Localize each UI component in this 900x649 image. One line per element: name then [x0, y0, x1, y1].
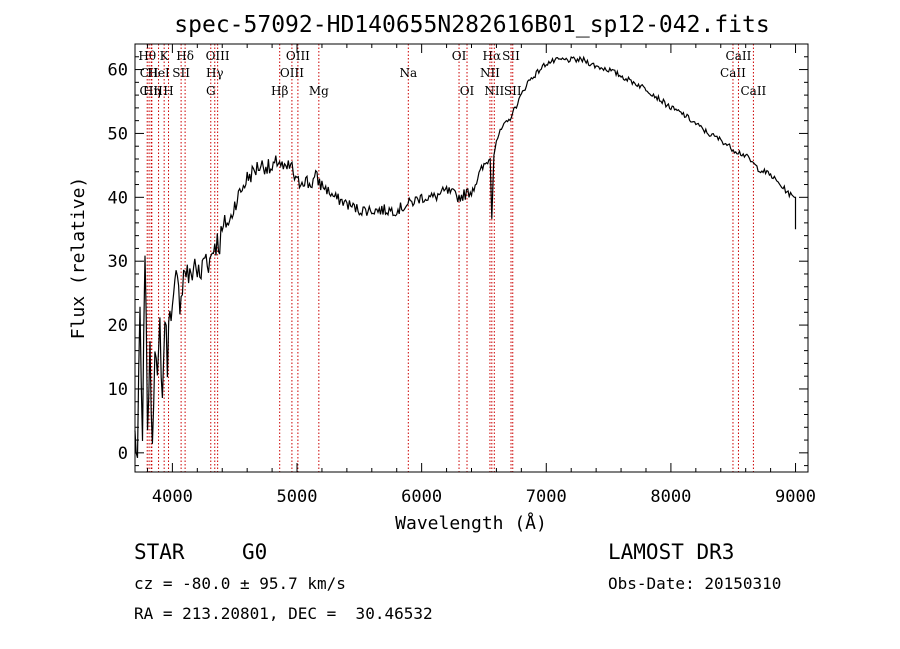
x-tick-label: 4000 — [152, 487, 193, 507]
observation-date: Obs-Date: 20150310 — [608, 574, 782, 593]
line-marker-label: SII — [502, 49, 520, 63]
line-marker-label: NII — [484, 84, 504, 98]
line-marker-label: SII — [504, 84, 522, 98]
line-marker-label: Na — [399, 66, 417, 80]
y-tick-label: 0 — [118, 444, 128, 464]
redshift-velocity: cz = -80.0 ± 95.7 km/s — [134, 574, 346, 593]
y-tick-label: 20 — [108, 316, 128, 336]
line-marker-label: CaII — [720, 66, 746, 80]
line-marker-label: H — [163, 84, 173, 98]
line-marker-label: Hθ — [138, 49, 156, 63]
line-marker-label: CII — [140, 66, 159, 80]
line-marker-label: CaII — [726, 49, 752, 63]
line-marker-label: Mg — [309, 84, 329, 98]
line-marker-label: Hα — [483, 49, 502, 63]
x-tick-label: 9000 — [775, 487, 816, 507]
line-marker-label: OI — [452, 49, 467, 63]
line-marker-label: CaII — [740, 84, 766, 98]
line-marker-label: OIII — [206, 49, 230, 63]
y-tick-label: 60 — [108, 61, 128, 81]
line-marker-label: Hγ — [206, 66, 224, 80]
y-tick-label: 10 — [108, 380, 128, 400]
y-axis: 0 10 20 30 40 50 60 — [108, 43, 808, 467]
subclass: G0 — [242, 540, 268, 564]
line-marker-label: HeI — [147, 66, 170, 80]
y-axis-label: Flux (relative) — [68, 177, 89, 340]
x-tick-label: 5000 — [277, 487, 318, 507]
line-marker-label: K — [160, 49, 170, 63]
line-marker-label: OIII — [280, 66, 304, 80]
plot-frame — [134, 43, 809, 473]
y-tick-label: 30 — [108, 252, 128, 272]
spectrum-line — [134, 55, 797, 459]
x-tick-label: 8000 — [650, 487, 691, 507]
line-marker-label: OI — [460, 84, 475, 98]
line-marker-label: Hδ — [176, 49, 194, 63]
y-tick-label: 40 — [108, 188, 128, 208]
y-tick-label: 50 — [108, 124, 128, 144]
object-class: STAR — [134, 540, 185, 564]
line-marker-label: Hη — [143, 84, 161, 98]
x-axis-label: Wavelength (Å) — [395, 512, 547, 534]
x-axis: 4000 5000 6000 7000 8000 9000 — [146, 44, 816, 507]
x-tick-label: 7000 — [526, 487, 567, 507]
line-marker-label: OIII — [286, 49, 310, 63]
chart-title: spec-57092-HD140655N282616B01_sp12-042.f… — [174, 12, 769, 38]
line-marker-label: NII — [480, 66, 500, 80]
line-marker-label: SII — [172, 66, 190, 80]
survey-name: LAMOST DR3 — [608, 540, 735, 564]
x-tick-label: 6000 — [401, 487, 442, 507]
line-marker-label: Hβ — [271, 84, 288, 98]
coordinates: RA = 213.20801, DEC = 30.46532 — [134, 604, 433, 623]
line-marker-label: G — [206, 84, 216, 98]
